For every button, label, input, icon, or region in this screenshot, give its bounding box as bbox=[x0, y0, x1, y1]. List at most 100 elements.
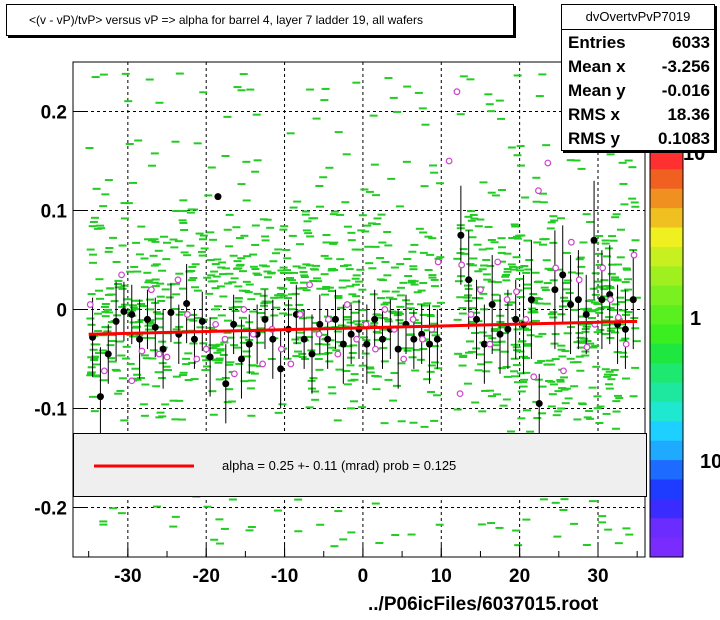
profile-point-filled bbox=[629, 296, 637, 304]
profile-point-open bbox=[503, 296, 511, 304]
stats-value: 0.1083 bbox=[658, 129, 710, 148]
profile-point-filled bbox=[300, 335, 308, 343]
x-tick-label: 30 bbox=[587, 566, 608, 587]
profile-point-filled bbox=[590, 236, 598, 244]
y-tick-label: 0 bbox=[56, 301, 67, 322]
profile-point-filled bbox=[136, 335, 144, 343]
profile-point-open bbox=[381, 306, 389, 313]
profile-point-open bbox=[306, 281, 314, 289]
profile-point-filled bbox=[128, 310, 136, 318]
profile-point-open bbox=[231, 370, 238, 378]
profile-point-open bbox=[163, 353, 171, 361]
profile-point-open bbox=[530, 373, 538, 381]
profile-point-filled bbox=[394, 345, 402, 353]
palette-swatch bbox=[650, 227, 683, 248]
profile-point-filled bbox=[198, 317, 206, 325]
fit-line bbox=[88, 319, 638, 336]
palette-swatch bbox=[650, 324, 683, 345]
stats-value: 6033 bbox=[672, 33, 710, 52]
profile-point-filled bbox=[214, 193, 222, 201]
profile-point-filled bbox=[379, 335, 387, 343]
profile-point-filled bbox=[426, 340, 434, 348]
palette-swatch bbox=[650, 382, 683, 403]
stats-box: dvOvertvPvP7019 Entries 6033 Mean x -3.2… bbox=[561, 4, 715, 151]
profile-point-open bbox=[409, 316, 417, 323]
profile-point-open bbox=[477, 286, 484, 294]
profile-point-filled bbox=[308, 350, 316, 358]
profile-point-open bbox=[221, 335, 229, 343]
profile-point-filled bbox=[410, 335, 418, 343]
profile-point-open bbox=[583, 343, 591, 351]
stats-row-rms-y: RMS y 0.1083 bbox=[568, 129, 710, 153]
profile-point-filled bbox=[527, 296, 535, 304]
profile-point-filled bbox=[183, 300, 191, 308]
profile-point-filled bbox=[151, 323, 159, 331]
profile-point-open bbox=[86, 301, 94, 308]
fit-line-group bbox=[88, 319, 638, 336]
palette-swatch bbox=[650, 343, 683, 364]
profile-point-filled bbox=[582, 310, 590, 318]
profile-point-filled bbox=[331, 315, 339, 323]
fit-legend-text: alpha = 0.25 +- 0.11 (mrad) prob = 0.125 bbox=[222, 458, 457, 473]
profile-point-filled bbox=[96, 393, 104, 401]
profile-point-open bbox=[445, 157, 453, 165]
profile-point-filled bbox=[433, 335, 441, 343]
footer-filename: ../P06icFiles/6037015.root bbox=[368, 594, 599, 615]
stats-value: 18.36 bbox=[667, 105, 710, 124]
profile-point-filled bbox=[261, 315, 269, 323]
profile-point-open bbox=[456, 390, 464, 398]
profile-point-open bbox=[334, 350, 342, 358]
palette-label: 10 bbox=[700, 451, 720, 473]
profile-point-filled bbox=[363, 340, 371, 348]
palette-swatch bbox=[650, 246, 683, 267]
stats-row-mean-y: Mean y -0.016 bbox=[568, 81, 710, 105]
profile-point-open bbox=[494, 258, 502, 266]
profile-point-open bbox=[467, 311, 475, 318]
profile-point-filled bbox=[159, 345, 167, 353]
profile-point-open bbox=[458, 261, 466, 269]
profile-point-filled bbox=[488, 301, 496, 309]
x-tick-label: 10 bbox=[431, 566, 452, 587]
profile-point-filled bbox=[371, 315, 379, 323]
profile-point-open bbox=[100, 367, 108, 375]
scatter-points bbox=[85, 72, 641, 548]
palette-swatch bbox=[650, 518, 683, 539]
profile-point-filled bbox=[559, 271, 567, 279]
profile-point-open bbox=[147, 286, 155, 294]
profile-point-open bbox=[630, 251, 638, 259]
stats-label: RMS y bbox=[568, 129, 620, 148]
stats-label: Mean x bbox=[568, 57, 626, 76]
profile-point-filled bbox=[598, 296, 606, 304]
stats-label: Mean y bbox=[568, 81, 626, 100]
profile-point-open bbox=[174, 276, 182, 284]
profile-point-open bbox=[522, 316, 530, 323]
y-tick-label: -0.2 bbox=[34, 499, 67, 520]
profile-point-open bbox=[118, 271, 125, 279]
x-tick-label: 0 bbox=[358, 566, 369, 587]
palette-swatch bbox=[650, 440, 683, 461]
profile-point-open bbox=[193, 355, 201, 363]
fit-legend-line-icon bbox=[94, 464, 194, 468]
stats-label: Entries bbox=[568, 33, 626, 52]
profile-point-open bbox=[486, 340, 494, 348]
profile-point-open bbox=[575, 276, 583, 284]
palette-swatch bbox=[650, 188, 683, 209]
stats-value: -3.256 bbox=[661, 57, 710, 76]
x-tick-label: -20 bbox=[192, 566, 219, 587]
profile-point-filled bbox=[465, 276, 473, 284]
profile-point-filled bbox=[190, 335, 198, 343]
y-tick-label: -0.1 bbox=[34, 400, 67, 421]
profile-point-open bbox=[287, 360, 295, 368]
profile-point-filled bbox=[457, 231, 465, 239]
palette-swatch bbox=[650, 169, 683, 190]
palette-label: 1 bbox=[690, 308, 701, 330]
palette-swatch bbox=[650, 421, 683, 442]
profile-point-open bbox=[607, 296, 614, 304]
profile-point-open bbox=[535, 187, 542, 195]
profile-point-open bbox=[453, 88, 461, 96]
profile-point-open bbox=[552, 264, 560, 272]
profile-point-filled bbox=[504, 325, 512, 333]
profile-point-filled bbox=[112, 317, 120, 325]
